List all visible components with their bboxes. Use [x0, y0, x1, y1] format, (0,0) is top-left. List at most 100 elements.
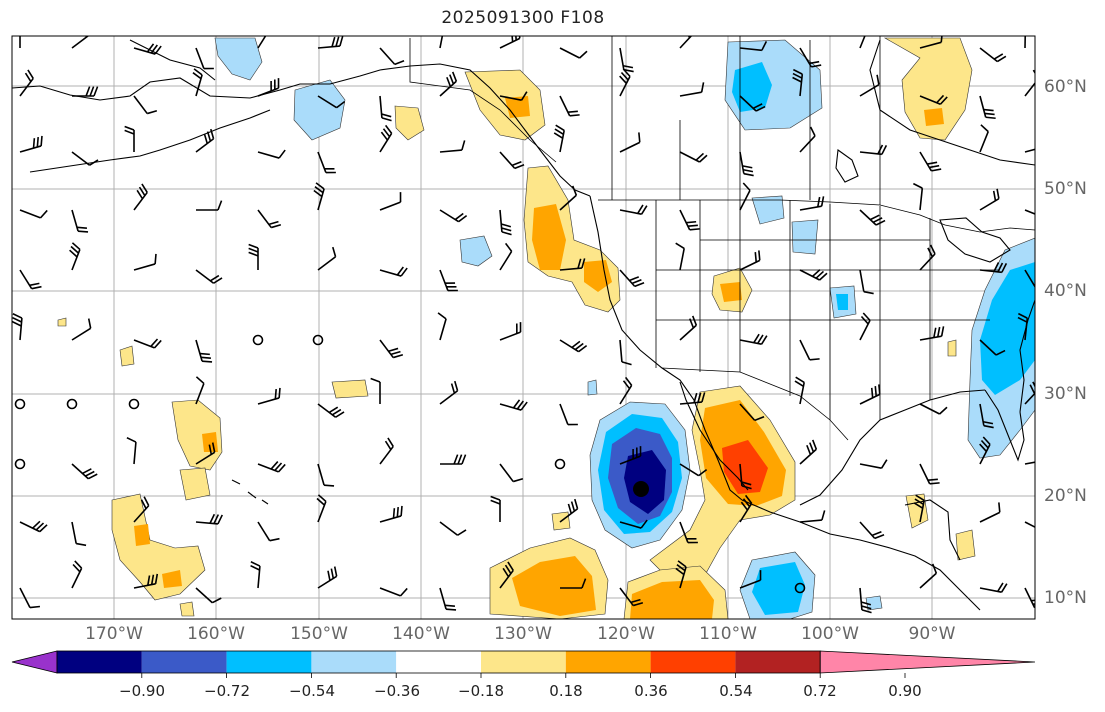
- wind-barb: [913, 182, 924, 211]
- wind-barb: [619, 47, 634, 73]
- wind-barb: [619, 269, 645, 288]
- wind-barb: [195, 269, 223, 284]
- wind-barb: [71, 36, 90, 49]
- positive-region: [331, 379, 369, 399]
- wind-barb: [379, 192, 402, 211]
- wind-barb: [195, 47, 214, 70]
- wind-barb: [979, 47, 1007, 63]
- wind-barb: [799, 47, 822, 68]
- wind-barb: [499, 399, 528, 411]
- wind-barb: [859, 269, 874, 295]
- positive-region: [162, 570, 182, 588]
- wind-barb: [257, 461, 286, 473]
- coastlines: [12, 39, 1035, 611]
- wind-barb: [379, 47, 405, 66]
- wind-barb: [71, 560, 83, 589]
- wind-barb: [679, 463, 708, 477]
- wind-barb: [1024, 209, 1035, 215]
- wind-barb: [317, 403, 345, 418]
- wind-barb: [799, 269, 828, 281]
- calm-wind-marker: [14, 398, 26, 410]
- wind-barb: [979, 188, 1000, 211]
- lon-label: 110°W: [699, 624, 757, 644]
- wind-barb: [379, 266, 408, 277]
- positive-region: [179, 601, 195, 617]
- wind-barb: [19, 520, 48, 533]
- wind-barb: [440, 454, 467, 465]
- wind-barb: [133, 338, 162, 349]
- wind-barb: [195, 513, 223, 525]
- wind-barb: [71, 209, 89, 233]
- lake-winnipeg: [835, 149, 859, 183]
- wind-barb: [799, 196, 825, 211]
- great-lakes: [939, 217, 1011, 263]
- positive-region: [512, 556, 596, 616]
- colorbar-extend-max: [819, 650, 1036, 674]
- lat-label: 50°N: [1044, 179, 1087, 199]
- colorbar-tick-label: 0.36: [634, 682, 668, 700]
- wind-barb: [739, 250, 761, 271]
- wind-barb: [679, 151, 708, 163]
- positive-region: [947, 339, 957, 357]
- wind-barb: [1024, 461, 1035, 465]
- wind-barb: [979, 339, 1006, 356]
- colorbar-segment: [57, 651, 142, 673]
- wind-barb: [859, 144, 888, 156]
- lon-label: 130°W: [494, 624, 552, 644]
- wind-barb: [859, 587, 872, 614]
- wind-barb: [133, 43, 162, 55]
- calm-wind-marker: [794, 582, 806, 594]
- map-title: 2025091300 F108: [441, 8, 605, 28]
- wind-barb: [317, 246, 337, 271]
- positive-region: [905, 493, 929, 529]
- wind-barb: [560, 578, 587, 589]
- wind-barb: [619, 587, 644, 607]
- wind-barb: [370, 377, 381, 404]
- wind-barb: [19, 135, 43, 153]
- wind-barb: [559, 403, 578, 426]
- wind-barb: [559, 258, 586, 271]
- wind-barb: [739, 463, 752, 490]
- wind-barb: [1024, 69, 1035, 97]
- wind-barb: [799, 510, 826, 523]
- wind-barb: [859, 521, 885, 540]
- coastline-alaska: [12, 63, 591, 197]
- wind-barb: [1024, 269, 1035, 289]
- wind-barb: [859, 209, 886, 226]
- coastline-bering: [129, 39, 216, 81]
- wind-barb: [19, 209, 48, 219]
- wind-barb: [799, 439, 818, 465]
- wind-barb: [919, 36, 943, 49]
- wind-barb: [739, 494, 753, 523]
- wind-barb: [439, 587, 457, 611]
- wind-barb: [317, 463, 335, 487]
- negative-region: [459, 235, 493, 267]
- wind-barbs: [12, 36, 1035, 614]
- wind-barb: [619, 446, 642, 465]
- wind-barb: [69, 242, 81, 271]
- wind-barb: [979, 582, 1008, 593]
- wind-barb: [679, 521, 698, 544]
- wind-barb: [979, 95, 996, 120]
- positive-region: [134, 524, 150, 546]
- colorbar-segment: [311, 651, 397, 673]
- wind-barb: [499, 242, 513, 271]
- calm-wind-marker: [128, 398, 140, 410]
- wind-barb: [859, 384, 881, 405]
- lat-label: 20°N: [1044, 486, 1087, 506]
- wind-barb: [71, 521, 87, 547]
- wind-barb: [317, 566, 338, 589]
- wind-barb: [71, 151, 99, 166]
- coastline-florida: [984, 389, 1025, 462]
- positive-region: [630, 580, 714, 619]
- wind-barb: [439, 71, 458, 97]
- positive-region: [532, 204, 566, 270]
- wind-barb: [919, 326, 945, 341]
- wind-barb: [439, 269, 458, 292]
- wind-barb: [619, 204, 648, 215]
- wind-barb: [19, 69, 34, 97]
- wind-barb: [553, 124, 565, 153]
- wind-barb: [195, 128, 215, 153]
- negative-region: [752, 562, 805, 615]
- wind-barb: [379, 437, 394, 465]
